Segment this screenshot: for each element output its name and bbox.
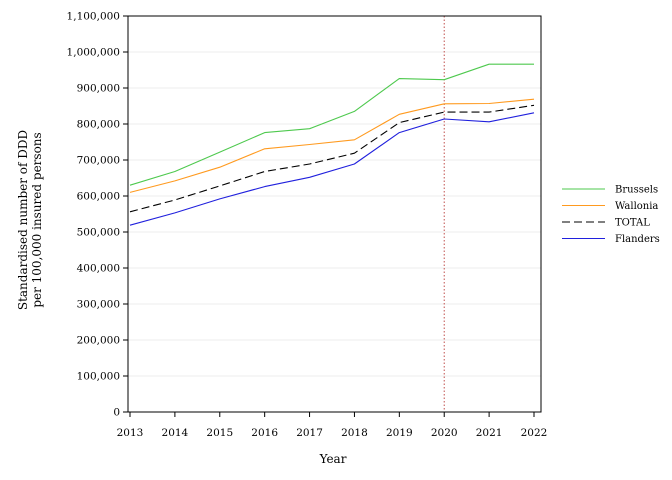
- x-tick-label: 2013: [117, 427, 144, 439]
- x-tick-label: 2016: [251, 427, 278, 439]
- y-tick-label: 200,000: [77, 335, 120, 347]
- plot-frame: [127, 15, 542, 413]
- axes: [127, 15, 542, 413]
- x-tick-label: 2015: [206, 427, 233, 439]
- y-axis-title-line-1: Standardised number of DDD: [16, 130, 30, 310]
- y-tick-label: 1,100,000: [67, 11, 120, 23]
- series-layer: [129, 63, 535, 226]
- y-axis-title: Standardised number of DDD per 100,000 i…: [16, 130, 44, 310]
- series-line-wallonia: [129, 98, 535, 193]
- y-tick-label: 900,000: [77, 83, 120, 95]
- y-tick-label: 1,000,000: [67, 47, 120, 59]
- y-tick-label: 800,000: [77, 119, 120, 131]
- y-axis-ticks: 0 100,000 200,000 300,000 400,000 500,000 600,…: [67, 11, 128, 419]
- series-line-brussels: [129, 63, 534, 186]
- y-tick-label: 700,000: [77, 155, 120, 167]
- x-axis-title: Year: [319, 452, 347, 466]
- legend-label: Brussels: [615, 185, 658, 196]
- x-tick-label: 2017: [296, 427, 323, 439]
- y-tick-label: 0: [113, 407, 120, 419]
- y-tick-label: 600,000: [77, 191, 120, 203]
- y-tick-label: 300,000: [77, 299, 120, 311]
- x-tick-label: 2019: [386, 427, 413, 439]
- x-tick-label: 2022: [521, 427, 548, 439]
- series-line-flanders: [129, 112, 535, 226]
- gridlines: [128, 15, 541, 377]
- x-tick-label: 2018: [341, 427, 368, 439]
- y-tick-label: 400,000: [77, 263, 120, 275]
- y-axis-title-line-2: per 100,000 insured persons: [30, 132, 44, 307]
- y-tick-label: 100,000: [77, 371, 120, 383]
- x-tick-label: 2014: [162, 427, 189, 439]
- x-tick-label: 2020: [431, 427, 458, 439]
- series-line-total: [129, 104, 535, 213]
- x-tick-label: 2021: [476, 427, 503, 439]
- legend-label: Wallonia: [615, 201, 658, 212]
- legend-label: TOTAL: [615, 218, 650, 229]
- legend-label: Flanders: [615, 234, 660, 245]
- y-tick-label: 500,000: [77, 227, 120, 239]
- legend: Brussels Wallonia TOTAL Flanders: [562, 185, 660, 245]
- x-axis-ticks: 2013 2014 2015 2016 2017 2018 2019 2020 2021 2022: [117, 412, 548, 439]
